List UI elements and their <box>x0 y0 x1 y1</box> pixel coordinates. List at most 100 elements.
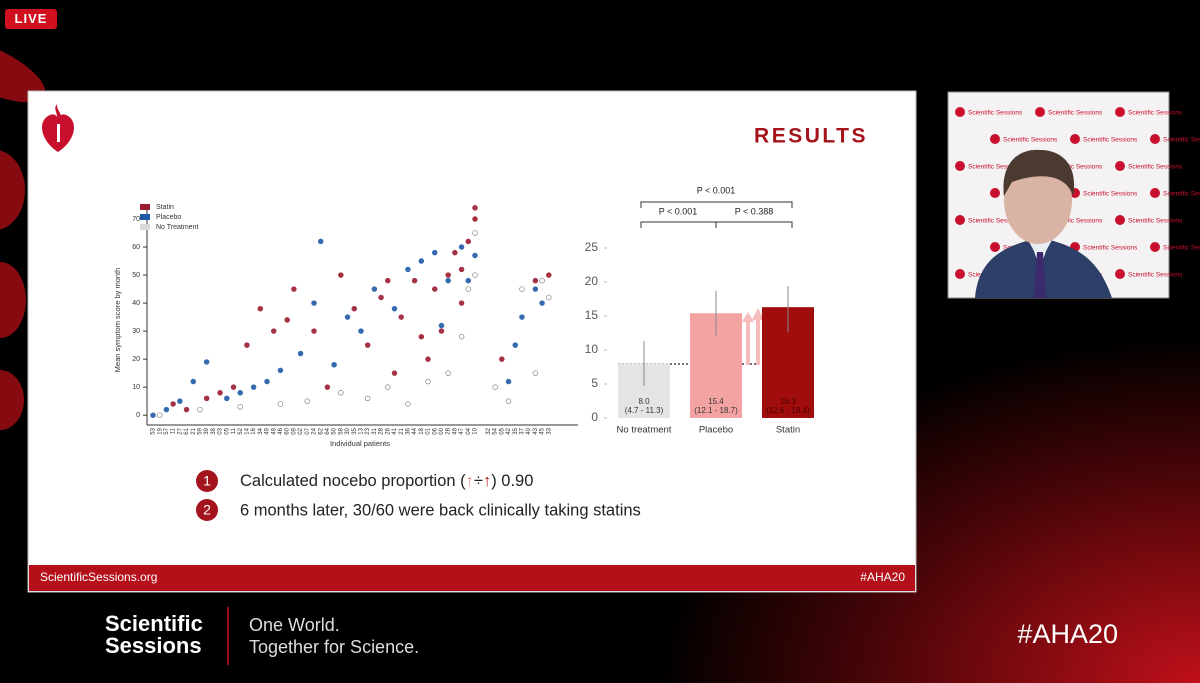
backdrop-text: Scientific Sessions <box>1083 137 1138 144</box>
scatter-point <box>351 305 358 312</box>
x-tick-label: 58 <box>338 427 344 434</box>
backdrop-text: Scientific Sessions <box>1163 137 1200 144</box>
scatter-point <box>385 277 391 284</box>
x-tick-label: 06 <box>432 427 438 434</box>
x-tick-label: 02 <box>298 427 304 434</box>
scatter-point <box>385 384 391 390</box>
x-tick-label: 21 <box>399 427 405 434</box>
scatter-point <box>304 398 311 404</box>
scatter-point <box>519 314 525 320</box>
value-label: 15.4 <box>708 397 724 406</box>
footer-url: ScientificSessions.org <box>40 570 157 584</box>
x-tick-label: 59 <box>198 427 204 434</box>
scatter-point <box>458 333 465 340</box>
scatter-point <box>230 384 237 390</box>
y-tick-label: 20 <box>132 356 140 363</box>
x-tick-label: 00 <box>439 427 445 434</box>
brand: Scientific <box>105 611 203 636</box>
scatter-point <box>465 277 472 284</box>
backdrop-text: Scientific Sessions <box>1048 164 1103 171</box>
scatter-point <box>156 412 163 418</box>
x-tick-label: 23 <box>365 427 371 434</box>
x-tick-label: 37 <box>520 427 526 434</box>
x-tick-label: 27 <box>177 427 183 434</box>
backdrop-logo <box>1115 107 1125 117</box>
scatter-point <box>532 277 539 284</box>
item-number-badge <box>196 470 218 492</box>
x-tick-label: 28 <box>379 427 385 434</box>
item-text-end: ) 0.90 <box>491 472 533 490</box>
backdrop-text: Scientific Sessions <box>1128 272 1183 279</box>
x-tick-label: 05 <box>224 427 230 434</box>
scatter-point <box>277 367 284 374</box>
x-tick-label: No treatment <box>617 425 672 436</box>
value-label: 8.0 <box>638 397 650 406</box>
x-tick-label: 46 <box>278 427 284 434</box>
scatter-point <box>546 272 552 278</box>
y-tick-label: 20 <box>585 274 599 288</box>
backdrop-text: Scientific Sessions <box>1128 218 1183 225</box>
slide-footer <box>29 565 915 591</box>
scatter-point <box>539 300 545 306</box>
scatter-point <box>492 384 498 390</box>
scatter-point <box>264 378 270 385</box>
x-tick-label: 26 <box>385 427 391 434</box>
backdrop-logo <box>990 134 1000 144</box>
scatter-point <box>250 384 257 390</box>
backdrop-logo <box>1115 215 1125 225</box>
backdrop-logo <box>955 269 965 279</box>
x-tick-label: 05 <box>499 427 505 434</box>
y-tick-label: 25 <box>585 240 599 254</box>
x-tick-label: 10 <box>473 427 479 434</box>
scatter-point <box>472 272 478 278</box>
p-value: P < 0.388 <box>735 206 774 216</box>
scatter-point <box>364 342 371 348</box>
backdrop-logo <box>955 161 965 171</box>
y-tick-label: 10 <box>132 384 140 391</box>
x-tick-label: 11 <box>171 427 177 434</box>
backdrop-logo <box>1150 134 1160 144</box>
scatter-point <box>445 370 451 376</box>
item-number: 2 <box>203 502 211 518</box>
x-tick-label: 42 <box>506 427 512 434</box>
legend-label: Placebo <box>156 214 181 221</box>
scatter-point <box>163 406 170 413</box>
x-tick-label: 60 <box>285 427 291 434</box>
x-tick-label: 35 <box>352 427 358 434</box>
x-tick-label: 64 <box>325 427 331 434</box>
x-tick-label: 40 <box>526 427 532 434</box>
scatter-point <box>203 395 210 402</box>
x-tick-label: 57 <box>164 427 170 434</box>
scatter-point <box>311 300 317 306</box>
x-tick-label: 50 <box>332 427 338 434</box>
scatter-point <box>465 286 472 292</box>
significance-brackets <box>640 201 793 228</box>
backdrop-logo <box>1070 134 1080 144</box>
scatter-point <box>532 370 539 376</box>
scatter-point <box>237 404 243 410</box>
scatter-point <box>378 294 384 301</box>
scatter-point <box>338 272 344 278</box>
scatter-point <box>405 266 411 273</box>
y-tick-label: 5 <box>591 376 598 390</box>
x-tick-label: 47 <box>459 427 465 434</box>
nocebo-arrows <box>742 308 764 365</box>
scatter-point <box>472 230 478 236</box>
backdrop-logo <box>955 107 965 117</box>
scatter-point <box>224 395 230 402</box>
backdrop-text: Scientific Sessions <box>1048 218 1103 225</box>
scatter-point <box>177 398 183 404</box>
x-tick-label: 33 <box>546 427 552 434</box>
live-label: LIVE <box>15 11 48 26</box>
scatter-point <box>465 238 472 245</box>
scatter-point <box>244 342 250 348</box>
backdrop-text: Scientific Sessions <box>1003 137 1058 144</box>
x-tick-label: 44 <box>412 427 418 434</box>
backdrop-logo <box>1035 107 1045 117</box>
x-tick-label: 28 <box>446 427 452 434</box>
scatter-point <box>519 286 525 292</box>
p-value: P < 0.001 <box>659 206 698 216</box>
x-tick-label: 35 <box>513 427 519 434</box>
y-tick-label: 70 <box>132 216 140 223</box>
